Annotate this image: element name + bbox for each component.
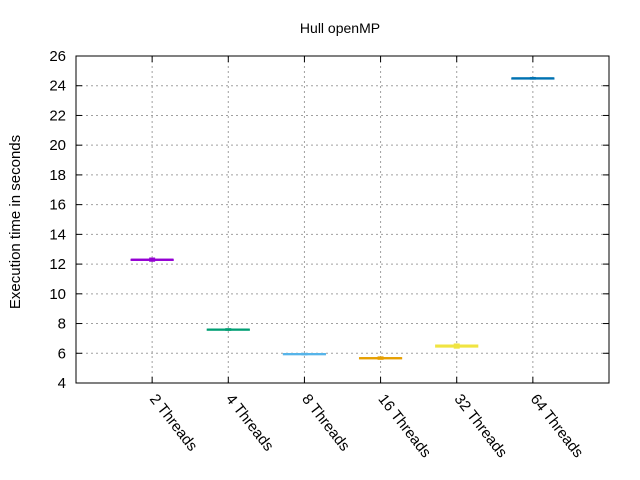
y-tick-label: 16 (49, 197, 66, 214)
box-series (130, 76, 555, 360)
grid (76, 56, 609, 383)
y-tick-label: 12 (49, 256, 66, 273)
y-tick-label: 14 (49, 226, 66, 243)
chart-title: Hull openMP (300, 20, 380, 36)
y-tick-label: 6 (58, 345, 66, 362)
y-axis-label: Execution time in seconds (7, 135, 24, 309)
plot-frame (75, 55, 610, 384)
y-tick-label: 10 (49, 286, 66, 303)
y-tick-label: 26 (49, 48, 66, 65)
y-tick-label: 8 (58, 316, 66, 333)
y-tick-label: 18 (49, 167, 66, 184)
y-tick-label: 22 (49, 107, 66, 124)
y-tick-label: 4 (58, 375, 66, 392)
y-tick-label: 20 (49, 137, 66, 154)
y-tick-label: 24 (49, 78, 66, 95)
